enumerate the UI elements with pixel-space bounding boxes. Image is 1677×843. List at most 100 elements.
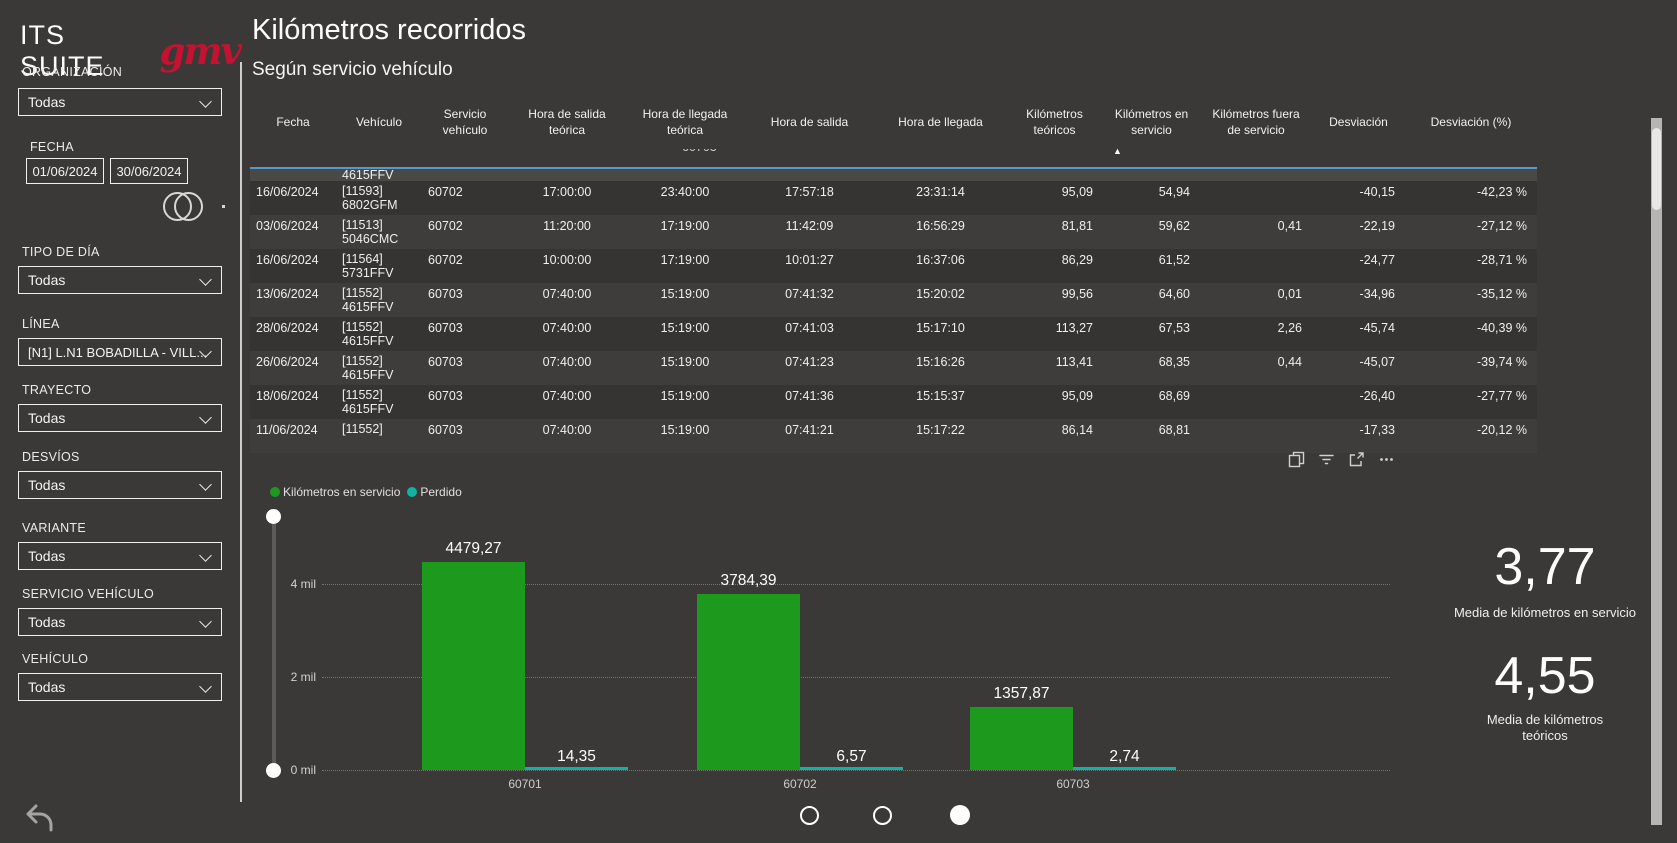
cell-kmt: 113,41 [1006,351,1103,385]
cell-fecha: 16/06/2024 [250,249,336,283]
column-header-desviacion-pct[interactable]: Desviación (%) [1405,95,1537,150]
desvios-value: Todas [28,477,65,493]
fecha-from-input[interactable]: 01/06/2024 [26,158,104,184]
column-header-desviacion[interactable]: Desviación [1312,95,1405,150]
cell-kmf [1200,385,1312,419]
date-range-slider-icon[interactable] [163,192,211,220]
chart-zoom-slider-handle-bottom[interactable] [266,763,281,778]
page-dot-1[interactable] [800,806,819,825]
more-options-icon[interactable] [1378,451,1395,468]
column-header-vehiculo[interactable]: Vehículo [336,95,422,150]
cell-hs: 07:41:03 [744,317,875,351]
cell-kmt: 95,09 [1006,181,1103,215]
chart-legend: Kilómetros en servicio Perdido [270,485,462,499]
table-row[interactable]: 28/06/2024[11552] 4615FFV6070307:40:0015… [250,317,1537,351]
column-header-hora-llegada[interactable]: Hora de llegada [875,95,1006,150]
table-scrollbar-thumb[interactable] [1652,128,1661,210]
column-header-hora-llegada-teorica[interactable]: Hora de llegada teórica [626,95,744,150]
cell-servicio: 60702 [422,181,508,215]
column-header-hora-salida[interactable]: Hora de salida [744,95,875,150]
servicio-vehiculo-value: Todas [28,614,65,630]
column-header-fecha[interactable]: Fecha [250,95,336,150]
table-row[interactable]: 18/06/2024[11552] 4615FFV6070307:40:0015… [250,385,1537,419]
bar-chart: 4 mil 2 mil 0 mil 4479,2714,35607013784,… [250,505,1410,805]
cell-desv: -26,40 [1312,385,1405,419]
linea-select[interactable]: [N1] L.N1 BOBADILLA - VILL... [18,338,222,366]
filter-icon[interactable] [1318,451,1335,468]
cell-desv: -22,19 [1312,215,1405,249]
table-header: Fecha Vehículo Servicio vehículo Hora de… [250,95,1537,150]
table-row[interactable]: 03/06/2024[11513] 5046CMC6070211:20:0017… [250,215,1537,249]
page-dot-3-active[interactable] [950,805,970,825]
cell-desv_pct: -27,77 % [1405,385,1537,419]
table-row[interactable]: 26/06/2024[11552] 4615FFV6070307:40:0015… [250,351,1537,385]
trayecto-select[interactable]: Todas [18,404,222,432]
organizacion-select[interactable]: Todas [18,88,222,116]
linea-value: [N1] L.N1 BOBADILLA - VILL... [28,345,207,360]
cell-desv: -45,07 [1312,351,1405,385]
cell-vehiculo: [11552] [336,419,422,453]
cell-fecha: 18/06/2024 [250,385,336,419]
cell-fecha: 16/06/2024 [250,181,336,215]
chart-zoom-slider-handle-top[interactable] [266,509,281,524]
bar-Kilómetros en servicio[interactable] [422,562,525,770]
column-header-hora-salida-teorica[interactable]: Hora de salida teórica [508,95,626,150]
cell-kms: 68,81 [1103,419,1200,453]
cell-desv_pct: -40,39 % [1405,317,1537,351]
bar-Perdido[interactable] [1073,767,1176,770]
chevron-down-icon [199,411,212,424]
bar-Perdido[interactable] [525,767,628,770]
column-header-servicio[interactable]: Servicio vehículo [422,95,508,150]
cell-kmf [1200,419,1312,453]
servicio-vehiculo-select[interactable]: Todas [18,608,222,636]
bar-Kilómetros en servicio[interactable] [697,594,800,770]
copy-icon[interactable] [1288,451,1305,468]
table-row[interactable]: 16/06/2024[11564] 5731FFV6070210:00:0017… [250,249,1537,283]
column-header-km-en-servicio[interactable]: Kilómetros en servicio [1103,95,1200,150]
cell-hst: 17:00:00 [508,181,626,215]
cell-hst: 10:00:00 [508,249,626,283]
cell-kms: 68,35 [1103,351,1200,385]
cell-hst: 07:40:00 [508,419,626,453]
chevron-down-icon [199,95,212,108]
vehiculo-label: VEHÍCULO [22,652,88,666]
table-row[interactable]: 16/06/2024[11593] 6802GFM6070217:00:0023… [250,181,1537,215]
cell-hl: 15:20:02 [875,283,1006,317]
cell-desv_pct: -35,12 % [1405,283,1537,317]
cell-kmf: 0,41 [1200,215,1312,249]
chart-zoom-slider-track[interactable] [272,516,276,770]
bar-Perdido[interactable] [800,767,903,770]
focus-mode-icon[interactable] [1348,451,1365,468]
legend-item-perdido[interactable]: Perdido [407,485,461,499]
x-axis-label: 60702 [740,777,860,791]
cell-hs: 11:42:09 [744,215,875,249]
cell-kmf: 2,26 [1200,317,1312,351]
table-row[interactable]: 13/06/2024[11552] 4615FFV6070307:40:0015… [250,283,1537,317]
cell-servicio: 60702 [422,249,508,283]
cell-hs: 07:41:36 [744,385,875,419]
variante-select[interactable]: Todas [18,542,222,570]
cell-servicio: 60703 [422,283,508,317]
cell-vehiculo: [11552] 4615FFV [336,385,422,419]
bar-value-label: 14,35 [500,748,653,766]
cell-kmt: 99,56 [1006,283,1103,317]
desvios-select[interactable]: Todas [18,471,222,499]
column-header-km-teoricos[interactable]: Kilómetros teóricos [1006,95,1103,150]
table-row[interactable]: 11/06/2024[11552]6070307:40:0015:19:0007… [250,419,1537,453]
cell-kmt: 86,29 [1006,249,1103,283]
column-header-km-fuera-servicio[interactable]: Kilómetros fuera de servicio [1200,95,1312,150]
vehiculo-select[interactable]: Todas [18,673,222,701]
tipo-dia-select[interactable]: Todas [18,266,222,294]
fecha-to-input[interactable]: 30/06/2024 [110,158,188,184]
trayecto-value: Todas [28,410,65,426]
cell-hlt: 23:40:00 [626,181,744,215]
back-button[interactable] [22,800,56,834]
page-dot-2[interactable] [873,806,892,825]
cell-hlt: 15:19:00 [626,419,744,453]
chevron-down-icon [199,680,212,693]
cell-desv_pct: -42,23 % [1405,181,1537,215]
legend-item-km-en-servicio[interactable]: Kilómetros en servicio [270,485,400,499]
sort-ascending-icon[interactable]: ▲ [1113,146,1122,156]
legend-dot [270,487,280,497]
cell-kms: 54,94 [1103,181,1200,215]
